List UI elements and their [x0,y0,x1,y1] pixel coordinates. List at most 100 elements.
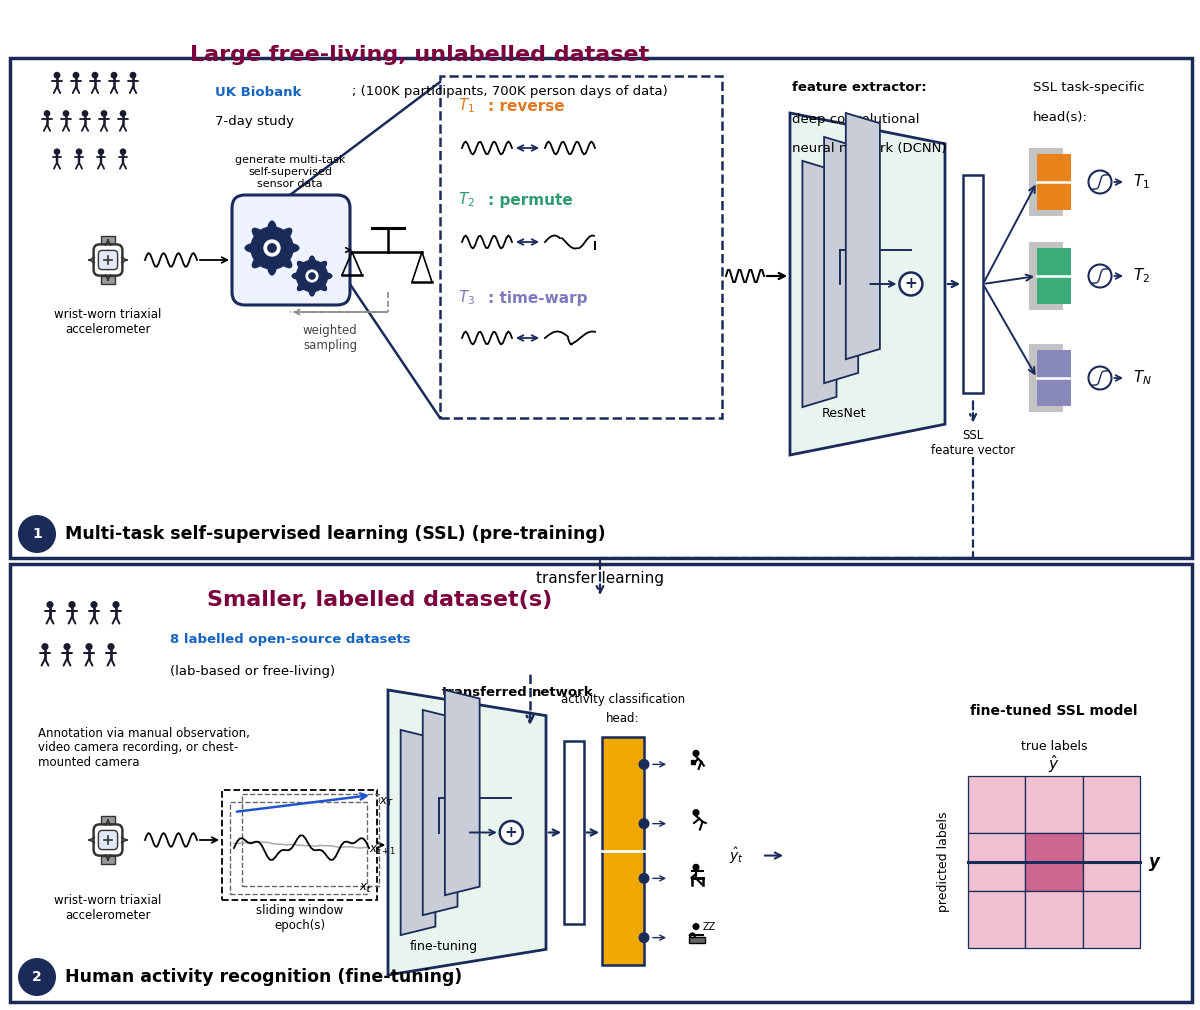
FancyBboxPatch shape [1030,148,1063,216]
Text: Large free-living, unlabelled dataset: Large free-living, unlabelled dataset [191,45,649,65]
Circle shape [112,73,116,78]
Text: : time-warp: : time-warp [488,291,588,305]
FancyBboxPatch shape [94,824,122,855]
FancyBboxPatch shape [1025,833,1082,891]
Circle shape [638,873,649,884]
FancyBboxPatch shape [1037,154,1072,210]
Circle shape [64,111,68,116]
Text: 8 labelled open-source datasets: 8 labelled open-source datasets [170,633,410,646]
FancyBboxPatch shape [564,741,584,924]
Text: $x_{t+1}$: $x_{t+1}$ [370,844,396,857]
Circle shape [64,643,70,649]
Circle shape [108,643,114,649]
FancyBboxPatch shape [968,776,1025,833]
Circle shape [83,111,88,116]
Text: y: y [1148,853,1159,871]
Polygon shape [401,730,436,935]
FancyBboxPatch shape [10,58,1192,558]
Text: deep convolutional: deep convolutional [792,113,919,126]
Circle shape [1088,171,1111,194]
Circle shape [44,111,49,116]
Circle shape [54,149,60,155]
Polygon shape [292,257,332,296]
Text: Multi-task self-supervised learning (SSL) (pre-training): Multi-task self-supervised learning (SSL… [65,525,606,543]
FancyBboxPatch shape [1025,891,1082,948]
Text: ; (100K participants, 700K person days of data): ; (100K participants, 700K person days o… [352,86,667,99]
Text: head:: head: [606,712,640,725]
Circle shape [70,602,74,608]
Circle shape [638,759,649,770]
Polygon shape [388,690,546,975]
Polygon shape [846,113,880,360]
Circle shape [86,643,92,649]
Circle shape [18,515,56,553]
FancyBboxPatch shape [1082,776,1140,833]
FancyBboxPatch shape [968,891,1025,948]
Text: ResNet: ResNet [822,407,866,420]
Text: : permute: : permute [488,193,572,207]
FancyBboxPatch shape [1082,833,1140,891]
FancyBboxPatch shape [1037,248,1072,304]
Text: fine-tuned SSL model: fine-tuned SSL model [971,704,1138,718]
Circle shape [101,111,107,116]
Text: 1: 1 [32,527,42,541]
FancyBboxPatch shape [964,175,983,394]
Circle shape [92,73,97,78]
FancyBboxPatch shape [222,790,377,900]
Text: feature extractor:: feature extractor: [792,82,926,95]
Text: predicted labels: predicted labels [937,812,950,912]
Text: ZZ: ZZ [702,922,715,932]
FancyBboxPatch shape [690,937,706,943]
Text: transfer learning: transfer learning [536,571,664,586]
FancyBboxPatch shape [1030,344,1063,412]
FancyBboxPatch shape [602,737,644,965]
FancyBboxPatch shape [98,830,118,849]
Circle shape [120,149,126,155]
Text: head(s):: head(s): [1033,111,1088,124]
Text: $T_3$: $T_3$ [458,289,475,307]
Circle shape [694,865,698,871]
Polygon shape [245,221,299,275]
Circle shape [638,818,649,829]
Text: +: + [505,825,517,840]
Circle shape [18,958,56,996]
Text: network: network [532,686,594,699]
Text: 7-day study: 7-day study [215,115,294,128]
FancyBboxPatch shape [10,564,1192,1002]
Circle shape [131,73,136,78]
Text: sliding window
epoch(s): sliding window epoch(s) [256,904,343,932]
Circle shape [499,821,523,844]
FancyBboxPatch shape [94,244,122,276]
Text: true labels: true labels [1021,739,1087,752]
Circle shape [120,111,126,116]
Circle shape [694,810,698,815]
FancyBboxPatch shape [968,833,1025,891]
FancyBboxPatch shape [1082,891,1140,948]
FancyBboxPatch shape [101,855,115,864]
Text: activity classification: activity classification [560,693,685,706]
Circle shape [73,73,79,78]
Circle shape [694,750,698,756]
Text: Smaller, labelled dataset(s): Smaller, labelled dataset(s) [208,590,553,610]
Text: (lab-based or free-living): (lab-based or free-living) [170,666,335,679]
Text: : reverse: : reverse [488,99,565,113]
Text: $\hat{y}$: $\hat{y}$ [1049,753,1060,775]
Text: generate multi-task
self-supervised
sensor data: generate multi-task self-supervised sens… [235,156,346,189]
Text: SSL
feature vector: SSL feature vector [931,429,1015,458]
FancyBboxPatch shape [101,236,115,244]
Circle shape [98,149,103,155]
FancyBboxPatch shape [1030,242,1063,310]
Circle shape [694,924,698,929]
FancyBboxPatch shape [691,761,695,764]
Circle shape [54,73,60,78]
Text: 2: 2 [32,970,42,984]
Circle shape [306,270,318,282]
Text: UK Biobank: UK Biobank [215,86,301,99]
Polygon shape [790,113,946,454]
Text: +: + [905,277,917,292]
Circle shape [1088,367,1111,390]
Text: fine-tuning: fine-tuning [409,940,478,953]
Text: $x_T$: $x_T$ [379,796,394,809]
Polygon shape [445,690,480,895]
Text: $T_2$: $T_2$ [458,191,475,209]
